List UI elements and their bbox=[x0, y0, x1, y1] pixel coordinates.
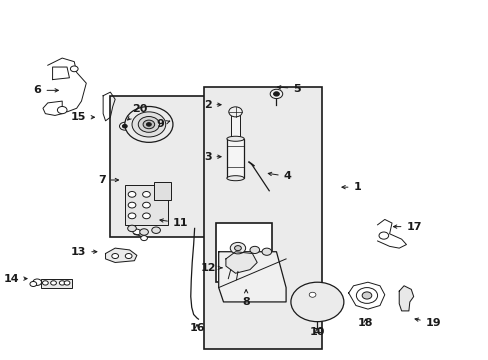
Text: 3: 3 bbox=[203, 152, 221, 162]
Circle shape bbox=[290, 282, 343, 321]
Circle shape bbox=[142, 202, 150, 208]
Circle shape bbox=[33, 279, 41, 285]
Ellipse shape bbox=[226, 176, 244, 181]
Text: 15: 15 bbox=[71, 112, 94, 122]
Text: 13: 13 bbox=[71, 247, 97, 257]
Polygon shape bbox=[218, 252, 285, 302]
Text: 19: 19 bbox=[414, 318, 441, 328]
Circle shape bbox=[57, 107, 67, 114]
Circle shape bbox=[151, 227, 160, 233]
Circle shape bbox=[112, 253, 118, 258]
Circle shape bbox=[143, 120, 154, 129]
Bar bbox=[110, 96, 218, 237]
Circle shape bbox=[138, 117, 159, 132]
Circle shape bbox=[146, 123, 151, 126]
Text: 2: 2 bbox=[203, 100, 221, 110]
Text: 11: 11 bbox=[160, 218, 188, 228]
Circle shape bbox=[119, 122, 130, 130]
Ellipse shape bbox=[226, 136, 244, 141]
Circle shape bbox=[125, 253, 132, 258]
Circle shape bbox=[128, 192, 136, 197]
Polygon shape bbox=[105, 248, 137, 262]
Bar bbox=[231, 116, 240, 139]
Bar bbox=[216, 223, 271, 282]
Circle shape bbox=[273, 92, 279, 96]
Text: 17: 17 bbox=[393, 222, 421, 231]
Circle shape bbox=[70, 66, 78, 72]
Text: 12: 12 bbox=[201, 263, 222, 273]
Circle shape bbox=[249, 246, 259, 253]
Circle shape bbox=[128, 213, 136, 219]
Text: 10: 10 bbox=[309, 327, 325, 337]
Circle shape bbox=[142, 192, 150, 197]
Bar bbox=[204, 87, 322, 348]
Circle shape bbox=[234, 246, 241, 251]
Bar bbox=[41, 279, 72, 288]
Circle shape bbox=[59, 281, 65, 285]
Circle shape bbox=[362, 292, 371, 299]
Text: 16: 16 bbox=[189, 323, 204, 333]
Bar bbox=[153, 182, 170, 200]
Circle shape bbox=[142, 213, 150, 219]
Circle shape bbox=[270, 89, 282, 99]
Circle shape bbox=[378, 232, 388, 239]
Circle shape bbox=[228, 107, 242, 117]
Circle shape bbox=[127, 225, 136, 231]
Circle shape bbox=[128, 202, 136, 208]
Circle shape bbox=[42, 281, 48, 285]
Text: 5: 5 bbox=[277, 84, 300, 94]
Text: 6: 6 bbox=[34, 85, 58, 95]
Text: 20: 20 bbox=[127, 104, 147, 120]
Bar bbox=[226, 139, 244, 178]
Bar bbox=[229, 138, 241, 144]
Circle shape bbox=[262, 248, 271, 255]
Circle shape bbox=[51, 281, 56, 285]
Polygon shape bbox=[225, 252, 257, 273]
Text: 1: 1 bbox=[341, 182, 361, 192]
Polygon shape bbox=[398, 286, 413, 311]
Text: 18: 18 bbox=[357, 318, 372, 328]
Text: 4: 4 bbox=[268, 171, 291, 181]
Circle shape bbox=[124, 107, 173, 142]
Circle shape bbox=[308, 292, 315, 297]
Circle shape bbox=[230, 242, 245, 254]
Circle shape bbox=[141, 235, 147, 240]
Circle shape bbox=[122, 125, 127, 128]
Text: 7: 7 bbox=[98, 175, 118, 185]
Bar bbox=[313, 328, 321, 332]
Circle shape bbox=[140, 229, 148, 235]
Text: 9: 9 bbox=[156, 120, 169, 129]
Circle shape bbox=[356, 288, 377, 303]
Circle shape bbox=[30, 282, 37, 287]
Circle shape bbox=[64, 281, 70, 285]
Circle shape bbox=[133, 229, 141, 235]
Text: 14: 14 bbox=[3, 274, 27, 284]
Circle shape bbox=[132, 112, 165, 137]
Bar bbox=[124, 185, 168, 225]
Text: 8: 8 bbox=[242, 290, 249, 307]
